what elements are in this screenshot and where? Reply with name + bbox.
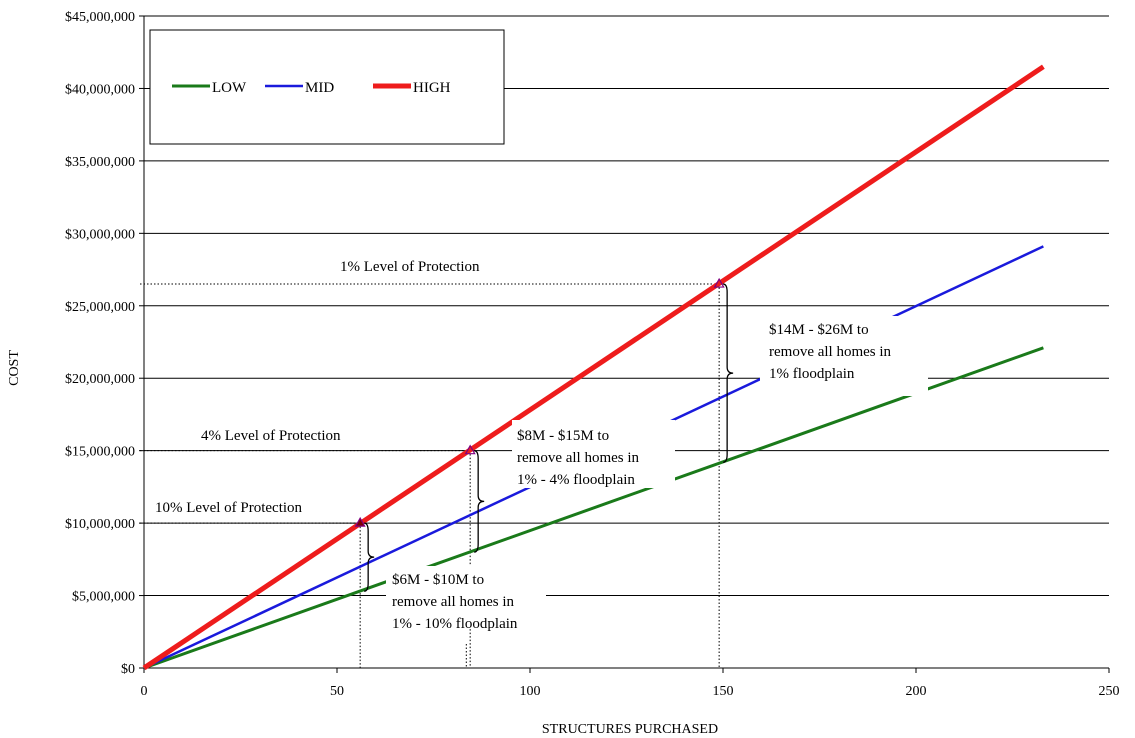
cost-range-braces (364, 283, 734, 592)
series-line-high (142, 64, 1045, 671)
protection-label: 10% Level of Protection (155, 500, 303, 516)
annotation-line: remove all homes in (517, 450, 640, 466)
y-tick-label: $45,000,000 (65, 10, 135, 25)
brace (474, 450, 485, 553)
brace (723, 283, 734, 463)
x-tick-label: 50 (330, 684, 344, 699)
series-line-low (143, 346, 1044, 670)
annotation-line: remove all homes in (769, 344, 892, 360)
y-tick-label: $0 (121, 662, 135, 677)
y-tick-label: $5,000,000 (72, 590, 135, 605)
y-tick-label: $15,000,000 (65, 445, 135, 460)
cost-annotations: $6M - $10M to remove all homes in 1% - 10%… (386, 316, 928, 632)
y-tick-label: $20,000,000 (65, 372, 135, 387)
protection-marker (464, 444, 476, 455)
annotation-box (512, 420, 675, 488)
y-tick-labels: $0 $5,000,000 $10,000,000 $15,000,000 $20,00… (65, 10, 135, 677)
protection-marker (354, 516, 366, 527)
x-tick-label: 250 (1099, 684, 1120, 699)
annotation-line: 1% floodplain (769, 366, 855, 382)
x-tick-label: 200 (906, 684, 927, 699)
legend-label-low: LOW (212, 80, 247, 96)
axes (139, 15, 1110, 673)
annotation-line: $6M - $10M to (392, 572, 484, 588)
x-tick-label: 0 (141, 684, 148, 699)
annotation-box (760, 316, 928, 396)
x-axis-title: STRUCTURES PURCHASED (542, 722, 718, 737)
x-tick-labels: 0 50 100 150 200 250 (141, 684, 1120, 699)
legend: LOW MID HIGH (149, 29, 505, 145)
annotation-line: $14M - $26M to (769, 322, 869, 338)
y-tick-label: $30,000,000 (65, 227, 135, 242)
y-axis-title: COST (7, 350, 22, 386)
protection-marker (713, 277, 725, 288)
protection-guides: 10% Level of Protection 4% Level of Prote… (140, 259, 720, 668)
annotation-line: $8M - $15M to (517, 428, 609, 444)
brace (364, 522, 375, 592)
protection-markers (354, 277, 725, 527)
annotation-line: remove all homes in (392, 594, 515, 610)
protection-label: 1% Level of Protection (340, 259, 480, 275)
y-tick-label: $25,000,000 (65, 300, 135, 315)
annotation-box (386, 566, 546, 628)
protection-label: 4% Level of Protection (201, 428, 341, 444)
y-tick-label: $35,000,000 (65, 155, 135, 170)
annotation-line: 1% - 4% floodplain (517, 472, 635, 488)
annotation-line: 1% - 10% floodplain (392, 616, 518, 632)
y-tick-label: $10,000,000 (65, 517, 135, 532)
legend-label-mid: MID (305, 80, 334, 96)
legend-label-high: HIGH (413, 80, 451, 96)
x-tick-label: 100 (520, 684, 541, 699)
x-tick-label: 150 (713, 684, 734, 699)
y-tick-label: $40,000,000 (65, 82, 135, 97)
